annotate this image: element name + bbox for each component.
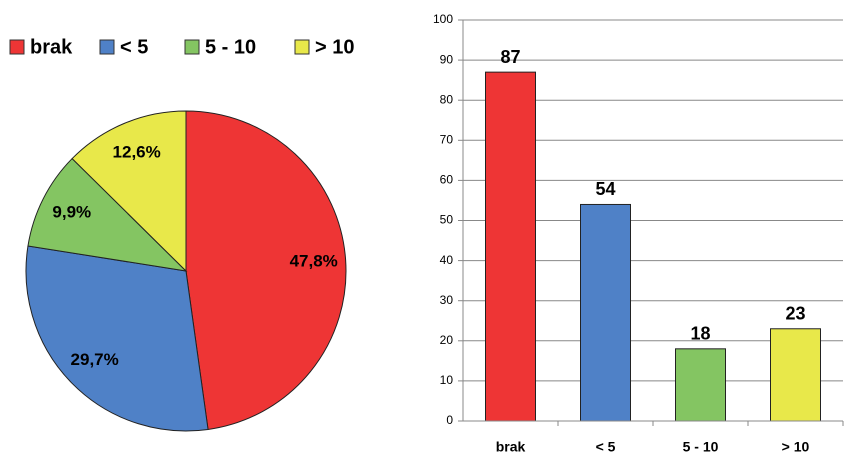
data-label: 29,7% <box>71 350 119 369</box>
data-label: 12,6% <box>113 142 161 161</box>
y-tick-label: 80 <box>440 92 454 106</box>
legend-swatch <box>9 39 25 55</box>
y-tick-label: 60 <box>440 173 454 187</box>
y-tick-label: 40 <box>440 253 454 267</box>
y-tick-label: 90 <box>440 52 454 66</box>
legend-label: 5 - 10 <box>205 36 256 58</box>
bar <box>485 71 536 422</box>
data-label: 18 <box>690 324 710 344</box>
x-tick-label: brak <box>496 439 526 455</box>
legend-label: < 5 <box>120 36 148 58</box>
y-tick-label: 70 <box>440 132 454 146</box>
x-tick-label: < 5 <box>596 439 616 455</box>
x-tick-label: > 10 <box>782 439 810 455</box>
legend-swatch <box>294 39 310 55</box>
data-label: 23 <box>785 304 805 324</box>
y-tick-label: 0 <box>446 413 453 427</box>
x-tick-label: 5 - 10 <box>683 439 719 455</box>
data-label: 9,9% <box>52 203 91 222</box>
data-label: 87 <box>500 47 520 67</box>
pie-slice <box>27 157 188 272</box>
pie-slice <box>185 110 347 431</box>
legend-swatch <box>99 39 115 55</box>
y-tick-label: 100 <box>433 12 453 26</box>
y-tick-label: 50 <box>440 213 454 227</box>
legend-swatch <box>184 39 200 55</box>
y-tick-label: 30 <box>440 293 454 307</box>
y-tick-label: 20 <box>440 333 454 347</box>
bar <box>770 328 821 422</box>
data-label: 47,8% <box>290 252 338 271</box>
pie-slice <box>71 110 187 273</box>
bar <box>675 348 726 422</box>
legend-label: brak <box>30 36 73 58</box>
pie-slice <box>25 245 209 432</box>
y-tick-label: 10 <box>440 373 454 387</box>
bar <box>580 203 631 422</box>
legend-label: > 10 <box>315 36 354 58</box>
data-label: 54 <box>595 179 615 199</box>
